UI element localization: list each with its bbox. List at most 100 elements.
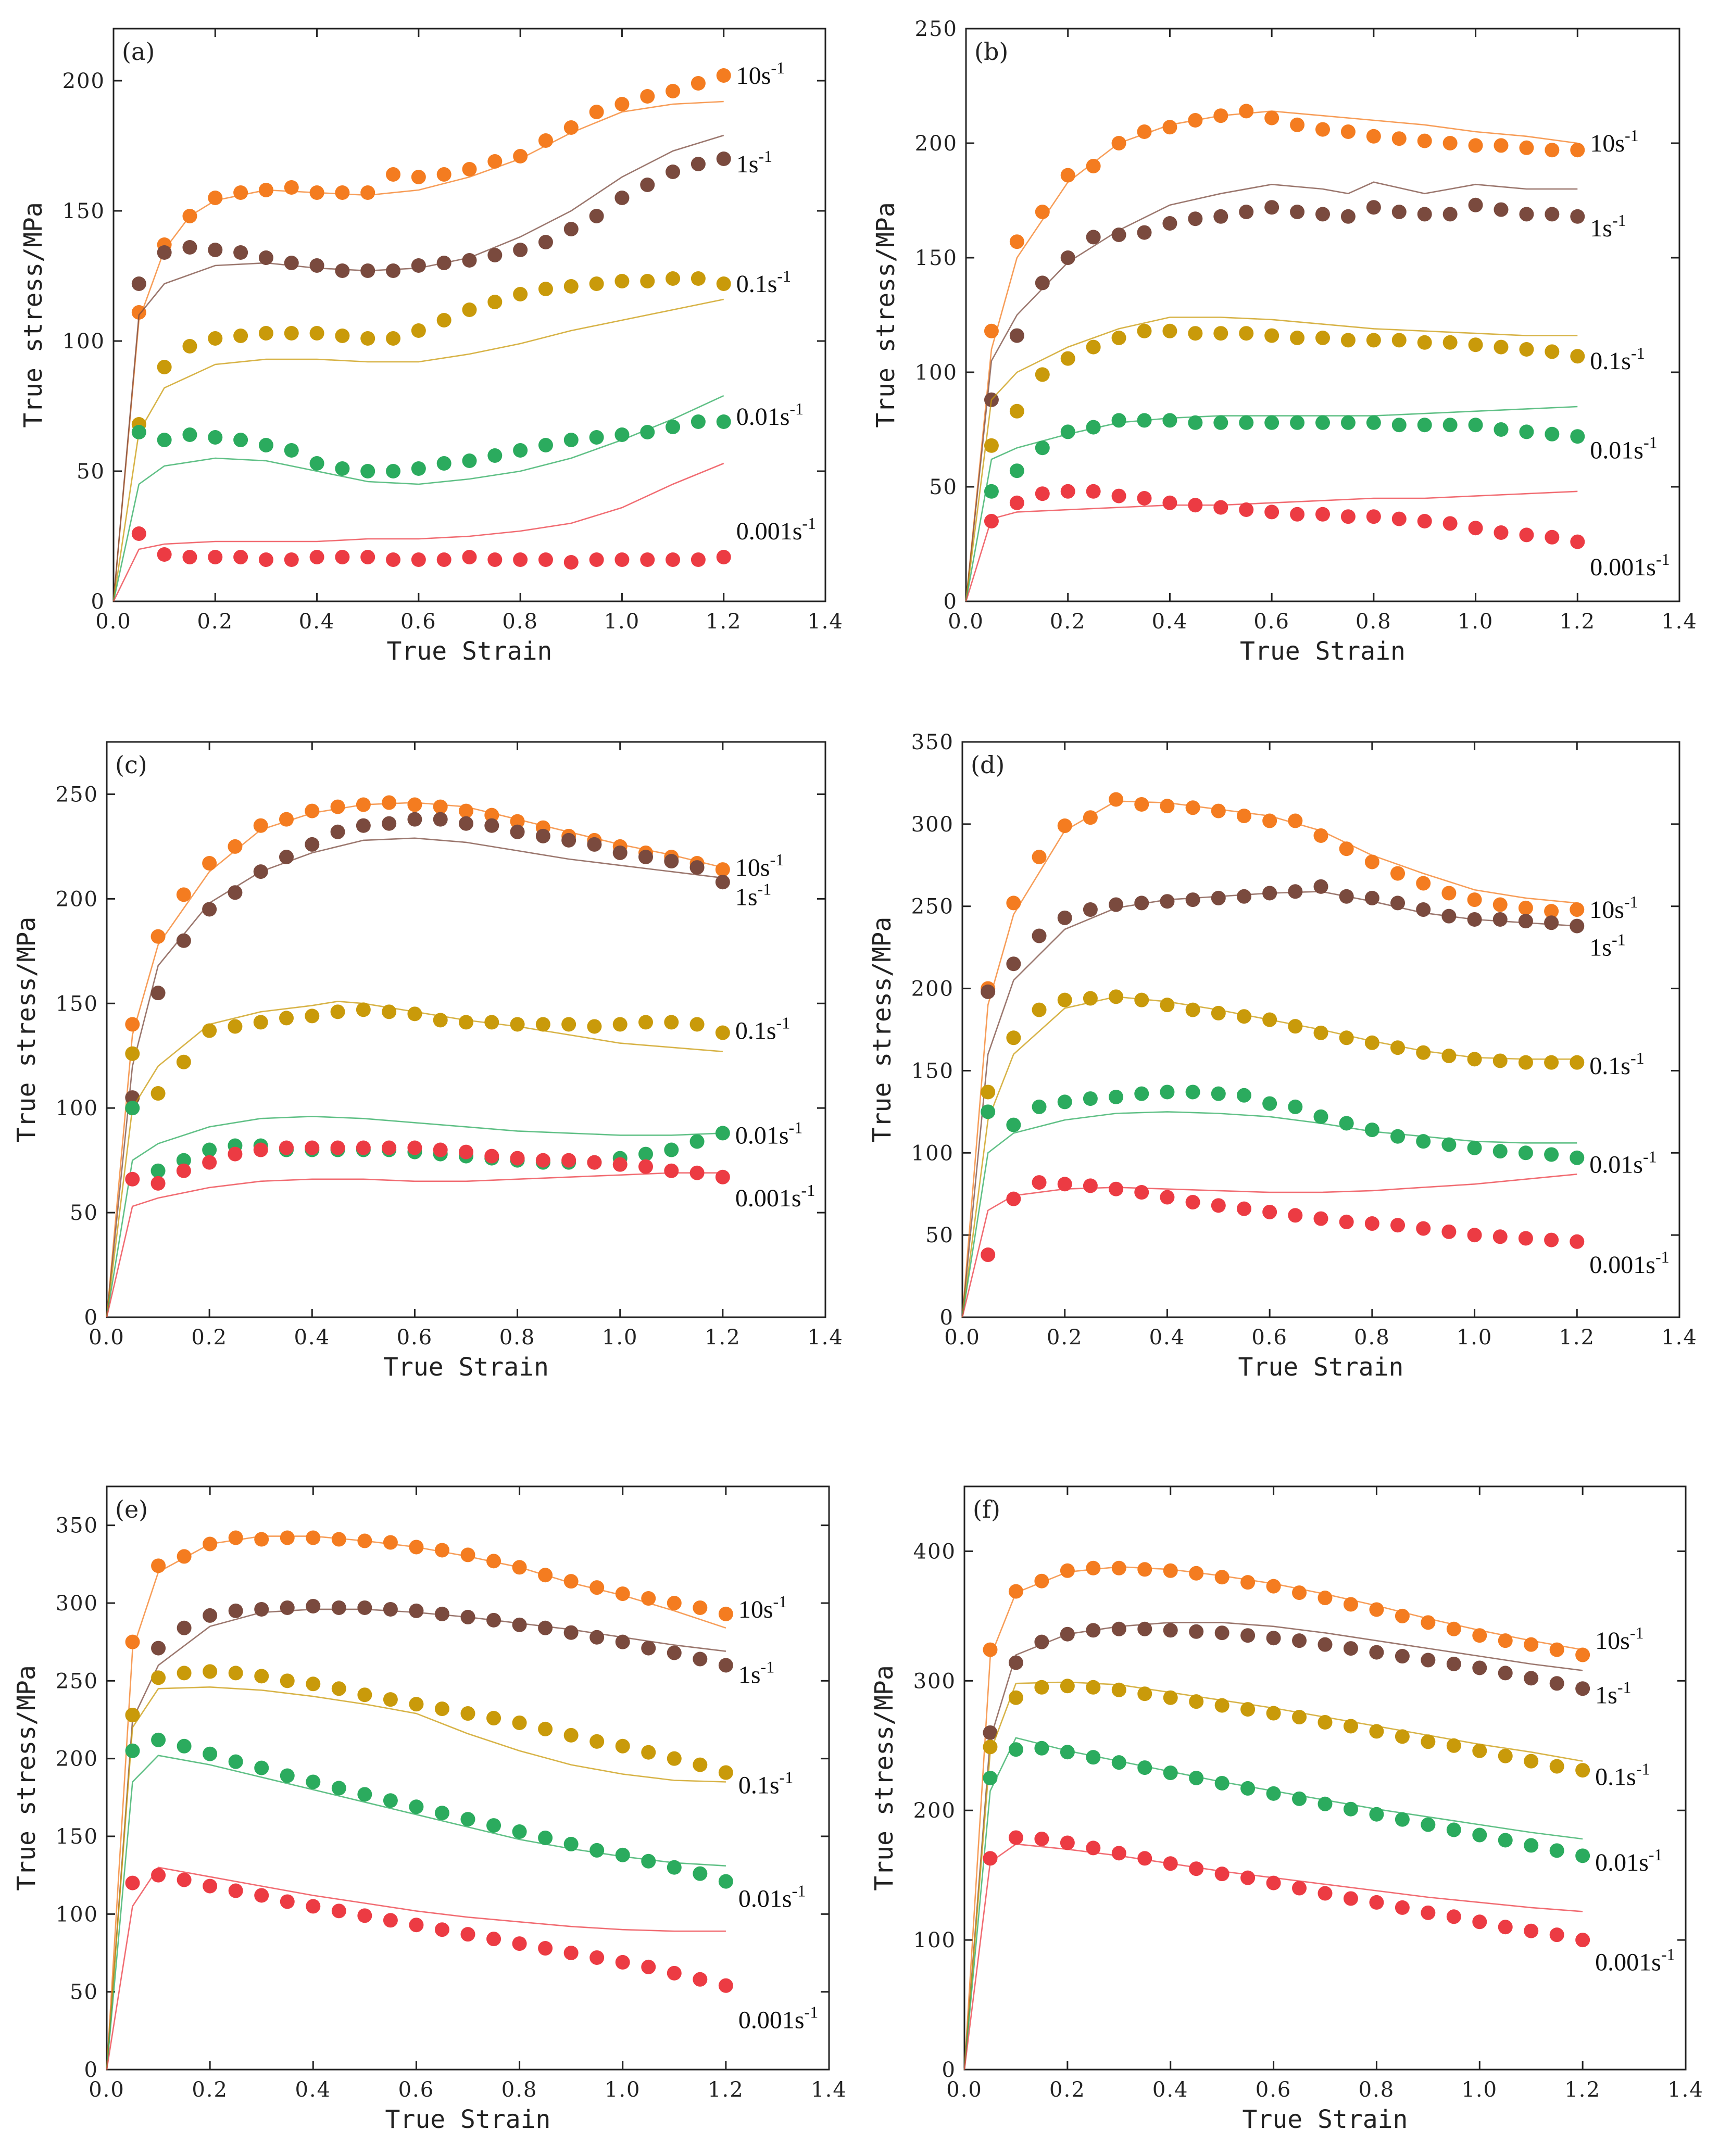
series-label: 0.1s-1	[1589, 1049, 1644, 1080]
data-point	[1549, 1759, 1564, 1774]
data-point	[331, 1903, 346, 1919]
data-point	[589, 552, 604, 567]
data-point	[1549, 1927, 1564, 1943]
data-point	[177, 1549, 192, 1564]
data-point	[1008, 1742, 1023, 1757]
x-tick-label: 1.2	[1559, 610, 1596, 634]
series-label: 0.01s-1	[736, 399, 804, 431]
data-point	[1391, 418, 1407, 433]
y-tick-label: 100	[915, 361, 958, 385]
x-tick-label: 0.0	[95, 610, 132, 634]
y-tick-label: 50	[929, 475, 958, 499]
data-point	[409, 1697, 424, 1712]
data-point	[1369, 1895, 1384, 1910]
fit-curve	[963, 1622, 1583, 2070]
data-point	[1214, 1570, 1229, 1585]
data-point	[1137, 1621, 1152, 1636]
data-point	[1288, 813, 1303, 828]
data-point	[1468, 138, 1483, 153]
data-point	[1185, 1195, 1200, 1209]
x-tick-label: 0.6	[400, 610, 437, 634]
data-point	[279, 1011, 294, 1026]
data-point	[360, 331, 375, 346]
data-point	[641, 1854, 656, 1869]
data-point	[407, 1006, 422, 1022]
fit-curve	[106, 837, 723, 1318]
data-point	[1239, 502, 1254, 517]
data-point	[1339, 841, 1354, 856]
data-point	[462, 162, 477, 176]
data-point	[202, 1155, 217, 1170]
data-point	[693, 1866, 708, 1881]
data-point	[462, 253, 477, 268]
data-point	[1442, 207, 1458, 222]
fit-curve	[106, 1686, 726, 2070]
data-point	[305, 1008, 320, 1024]
data-point	[538, 1620, 553, 1635]
data-point	[1545, 426, 1560, 442]
data-point	[1034, 1573, 1049, 1588]
data-point	[715, 875, 730, 890]
data-point	[1189, 1624, 1204, 1639]
data-point	[614, 191, 630, 205]
plot-frame	[106, 1485, 830, 2071]
data-point	[718, 1658, 733, 1673]
y-tick-label: 0	[91, 590, 105, 614]
data-point	[409, 1799, 424, 1814]
data-point	[1492, 1053, 1508, 1068]
series-label: 0.01s-1	[735, 1118, 802, 1149]
data-point	[589, 105, 604, 119]
data-point	[407, 1140, 422, 1155]
data-point	[1366, 129, 1381, 144]
data-point	[641, 1591, 656, 1606]
data-point	[1391, 131, 1407, 146]
data-point	[538, 1830, 553, 1845]
data-point	[254, 1760, 269, 1775]
x-axis-title: True Strain	[1238, 1353, 1404, 1382]
x-axis-title: True Strain	[385, 2105, 551, 2134]
data-point	[612, 1017, 628, 1032]
data-point	[1236, 1088, 1251, 1103]
data-point	[691, 552, 706, 567]
data-point	[1395, 1608, 1410, 1623]
series-1s: 1s-1	[106, 1598, 774, 2070]
data-point	[1570, 1055, 1585, 1070]
data-point	[131, 526, 146, 541]
y-axis-title: True stress/MPa	[19, 202, 48, 427]
data-point	[1111, 136, 1126, 150]
x-tick-label: 0.6	[398, 2078, 435, 2102]
data-point	[1189, 1694, 1204, 1709]
data-point	[1290, 331, 1305, 345]
data-point	[487, 295, 503, 309]
y-tick-label: 50	[77, 460, 105, 484]
data-point	[1264, 415, 1279, 430]
series-0p001s: 0.001s-1	[112, 462, 816, 602]
data-point	[1442, 418, 1458, 433]
series-0p001s: 0.001s-1	[965, 484, 1670, 602]
y-tick-label: 0	[940, 1306, 954, 1330]
data-point	[1343, 1719, 1358, 1734]
series-0p001s: 0.001s-1	[106, 1867, 818, 2070]
data-point	[306, 1676, 321, 1692]
data-point	[228, 1754, 243, 1769]
data-point	[1390, 896, 1406, 911]
data-point	[460, 1609, 475, 1624]
data-point	[208, 191, 223, 205]
data-point	[1240, 1781, 1256, 1796]
data-point	[1339, 1214, 1354, 1229]
data-point	[1060, 1679, 1075, 1694]
data-point	[1083, 1091, 1098, 1106]
data-point	[1185, 892, 1200, 907]
data-point	[330, 799, 345, 814]
data-point	[1519, 140, 1534, 155]
data-point	[1364, 854, 1379, 869]
data-point	[1369, 1645, 1384, 1660]
data-point	[1318, 1796, 1333, 1811]
data-point	[1467, 892, 1482, 907]
data-point	[1498, 1748, 1513, 1763]
chart-panel-3: 0.0 0.2 0.4 0.6 0.8 1.0 1.2 1.4 0 50 100 150 200 250 T…	[12, 741, 843, 1382]
data-point	[460, 1927, 475, 1942]
fit-curve	[961, 996, 1577, 1318]
data-point	[1137, 225, 1152, 240]
data-point	[1262, 1204, 1277, 1219]
